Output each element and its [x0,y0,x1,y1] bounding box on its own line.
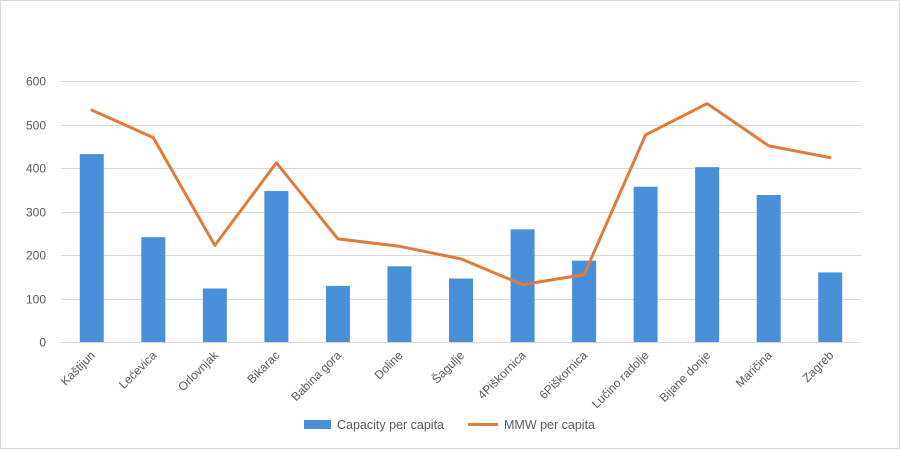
bar [264,191,289,342]
y-tick-label: 400 [26,162,46,176]
bar [818,272,843,342]
bar [202,288,227,342]
bar [141,237,166,342]
y-tick-label: 600 [26,75,46,89]
y-axis-ticks: 0 100 200 300 400 500 600 [26,75,46,350]
y-tick-label: 300 [26,206,46,220]
x-tick-label: Kaštijun [58,348,98,388]
x-tick-label: Zagreb [800,348,837,385]
legend-label-capacity: Capacity per capita [337,418,444,432]
x-tick-label: Orlovnjak [175,348,221,394]
y-tick-label: 100 [26,293,46,307]
x-tick-label: Šagulje [428,347,467,386]
x-tick-label: Lećevica [116,348,160,392]
x-tick-label: Maričina [733,348,775,390]
x-tick-label: Lučino radolje [589,348,652,411]
y-tick-label: 200 [26,249,46,263]
legend-swatch-capacity [304,420,331,429]
line-series [90,102,832,287]
x-tick-label: Bikarac [244,348,282,386]
x-tick-label: 6Piškornica [536,348,590,402]
x-tick-label: Bijane donje [657,348,714,405]
y-tick-label: 0 [39,336,46,350]
bar [449,278,473,342]
bar-series [79,154,843,342]
bar [325,285,350,342]
x-tick-label: Doline [372,348,406,382]
bar [387,266,412,342]
x-tick-label: Babina gora [288,348,344,404]
series-line [90,102,832,287]
y-tick-label: 500 [26,119,46,133]
legend: Capacity per capita MMW per capita [304,418,595,432]
bar [695,167,720,342]
bar [756,194,781,342]
legend-label-mmw: MMW per capita [504,418,595,432]
x-axis-ticks: Kaštijun Lećevica Orlovnjak Bikarac Babina g… [58,347,837,411]
bar [633,186,658,342]
bar [79,154,104,342]
x-tick-label: 4Piškornica [475,348,529,402]
